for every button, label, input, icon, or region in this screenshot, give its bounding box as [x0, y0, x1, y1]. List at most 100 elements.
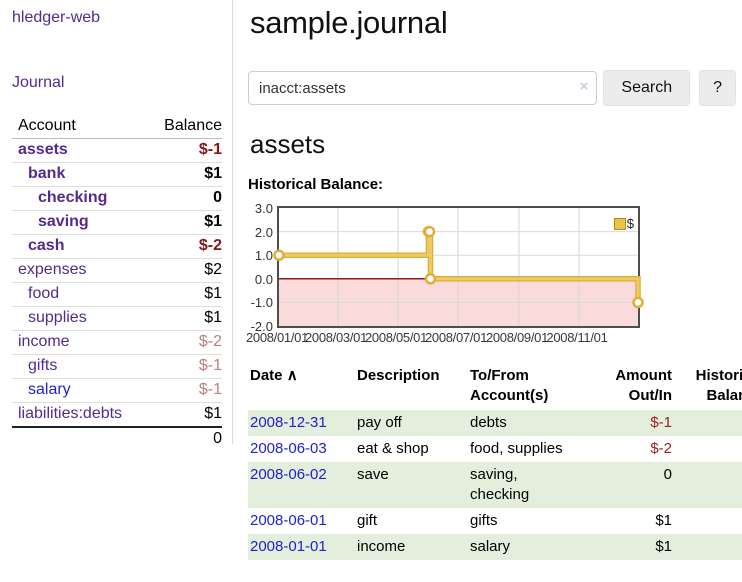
sidebar-account-balance: $1 — [149, 282, 222, 307]
sort-ascending-icon: ∧ — [286, 367, 298, 384]
x-axis-tick-label: 2008/01/01 — [245, 330, 309, 345]
transaction-balance: $2 — [674, 508, 742, 534]
chart-legend: $ — [613, 216, 634, 231]
sidebar-account-row: liabilities:debts $1 — [12, 402, 222, 428]
sidebar-account-link[interactable]: cash — [28, 237, 65, 254]
accounts-column-header: To/From Account(s) — [470, 367, 549, 404]
transaction-date-link[interactable]: 2008-01-01 — [250, 538, 327, 555]
sidebar-account-link[interactable]: salary — [28, 381, 71, 398]
register-row: 2008-12-31 pay off debts $-1$-1 — [248, 410, 742, 436]
y-axis-tick-label: 2.0 — [254, 224, 273, 240]
transaction-date-link[interactable]: 2008-06-03 — [250, 440, 327, 457]
app-brand-link[interactable]: hledger-web — [12, 9, 101, 26]
sidebar-account-link[interactable]: assets — [18, 141, 68, 158]
sidebar-account-balance: $-2 — [149, 330, 222, 355]
sidebar-account-row: supplies $1 — [12, 306, 222, 331]
transaction-date-link[interactable]: 2008-06-01 — [250, 512, 327, 529]
search-input[interactable] — [248, 71, 598, 105]
help-button[interactable]: ? — [699, 70, 736, 106]
date-column-header[interactable]: Date ∧ — [250, 367, 298, 384]
search-button[interactable]: Search — [603, 70, 691, 106]
sidebar-account-balance: 0 — [149, 186, 222, 211]
sidebar-account-balance: $1 — [149, 306, 222, 331]
chart-canvas — [273, 208, 644, 326]
amount-column-header: Amount Out/In — [615, 367, 672, 404]
chart-plot-area: $ — [273, 206, 644, 328]
sidebar: hledger-web Journal Account Balance asse… — [0, 0, 233, 447]
transaction-accounts: salary — [470, 538, 511, 555]
chart-title: Historical Balance: — [248, 176, 384, 193]
transaction-description: income — [357, 538, 406, 555]
sidebar-account-link[interactable]: gifts — [28, 357, 58, 374]
sidebar-account-row: salary $-1 — [12, 378, 222, 403]
sidebar-account-balance: $-1 — [149, 138, 222, 163]
register-header-row: Date ∧ Description To/From Account(s) Am… — [248, 364, 742, 410]
transaction-description: save — [357, 466, 389, 483]
register-row: 2008-01-01 income salary $1$1 — [248, 534, 742, 560]
transaction-balance: $2 — [674, 462, 742, 508]
sidebar-account-row: food $1 — [12, 282, 222, 307]
description-column-header: Description — [357, 367, 440, 384]
y-axis-tick-label: -2.0 — [250, 319, 273, 334]
transaction-amount: 0 — [663, 466, 672, 483]
search-input-wrap: × — [248, 71, 598, 105]
legend-label: $ — [626, 216, 634, 231]
transaction-amount: $1 — [655, 512, 672, 529]
transaction-accounts: gifts — [470, 512, 498, 529]
sidebar-account-link[interactable]: supplies — [28, 309, 87, 326]
register-table: Date ∧ Description To/From Account(s) Am… — [248, 364, 742, 560]
sidebar-account-link[interactable]: saving — [38, 213, 89, 230]
y-axis-tick-label: 3.0 — [254, 201, 273, 216]
sidebar-account-balance: $2 — [149, 258, 222, 283]
sidebar-account-row: gifts $-1 — [12, 354, 222, 379]
main-content: sample.journal × Search ? assets Histori… — [246, 0, 742, 560]
transaction-description: gift — [357, 512, 378, 529]
y-axis-tick-label: 1.0 — [254, 248, 273, 264]
sidebar-account-link[interactable]: income — [18, 333, 70, 350]
balance-column-header-register: Historical Balance — [695, 367, 742, 404]
sidebar-account-link[interactable]: food — [28, 285, 60, 302]
sidebar-item-journal[interactable]: Journal — [12, 74, 65, 91]
transaction-accounts: food, supplies — [470, 440, 563, 457]
sidebar-account-row: assets $-1 — [12, 138, 222, 163]
x-axis-tick-label: 2008/05/01 — [364, 330, 428, 345]
transaction-balance: 0 — [674, 436, 742, 462]
sidebar-account-link[interactable]: liabilities:debts — [18, 405, 123, 422]
legend-swatch-icon — [613, 217, 626, 230]
y-axis-tick-label: 0.0 — [254, 271, 273, 287]
transaction-date-link[interactable]: 2008-06-02 — [250, 466, 327, 483]
sidebar-accounts-table: Account Balance assets $-1 bank $1 checking 0… — [12, 115, 222, 451]
sidebar-account-row: checking 0 — [12, 186, 222, 211]
sidebar-total-row: 0 — [12, 427, 222, 451]
balance-column-header: Balance — [149, 115, 222, 139]
y-axis-tick-label: -1.0 — [250, 295, 273, 311]
account-heading: assets — [250, 129, 326, 159]
register-rows: 2008-12-31 pay off debts $-1$-1 2008-06-03 ea… — [248, 410, 742, 560]
sidebar-account-row: bank $1 — [12, 162, 222, 187]
register-row: 2008-06-03 eat & shop food, supplies $-20 — [248, 436, 742, 462]
x-axis-tick-label: 2008/09/01 — [485, 330, 549, 345]
sidebar-account-link[interactable]: bank — [28, 165, 66, 182]
chart-y-axis-labels: 3.0 2.0 1.0 0.0 -1.0 -2.0 — [248, 202, 273, 333]
historical-balance-chart: $ 3.0 2.0 1.0 0.0 -1.0 -2.0 2008/01/01 2008/03… — [246, 202, 736, 348]
transaction-balance: $-1 — [674, 410, 742, 436]
sidebar-account-balance: $-1 — [149, 354, 222, 379]
sidebar-account-row: income $-2 — [12, 330, 222, 355]
sidebar-account-balance: $1 — [149, 210, 222, 235]
transaction-date-link[interactable]: 2008-12-31 — [250, 414, 327, 431]
sidebar-account-balance: $-1 — [149, 378, 222, 403]
clear-search-icon[interactable]: × — [579, 78, 589, 95]
sidebar-account-balance: $1 — [149, 402, 222, 428]
sidebar-account-balance: $1 — [149, 162, 222, 187]
sidebar-account-link[interactable]: checking — [38, 189, 108, 206]
x-axis-tick-label: 2008/07/01 — [424, 330, 488, 345]
x-axis-tick-label: 2008/03/01 — [304, 330, 368, 345]
sidebar-account-row: cash $-2 — [12, 234, 222, 259]
transaction-amount: $1 — [655, 538, 672, 555]
transaction-amount: $-2 — [650, 440, 672, 457]
x-axis-tick-label: 2008/11/01 — [546, 330, 608, 345]
sidebar-account-link[interactable]: expenses — [18, 261, 87, 278]
transaction-accounts: debts — [470, 414, 507, 431]
transaction-amount: $-1 — [650, 414, 672, 431]
register-row: 2008-06-02 save saving, checking 0$2 — [248, 462, 742, 508]
